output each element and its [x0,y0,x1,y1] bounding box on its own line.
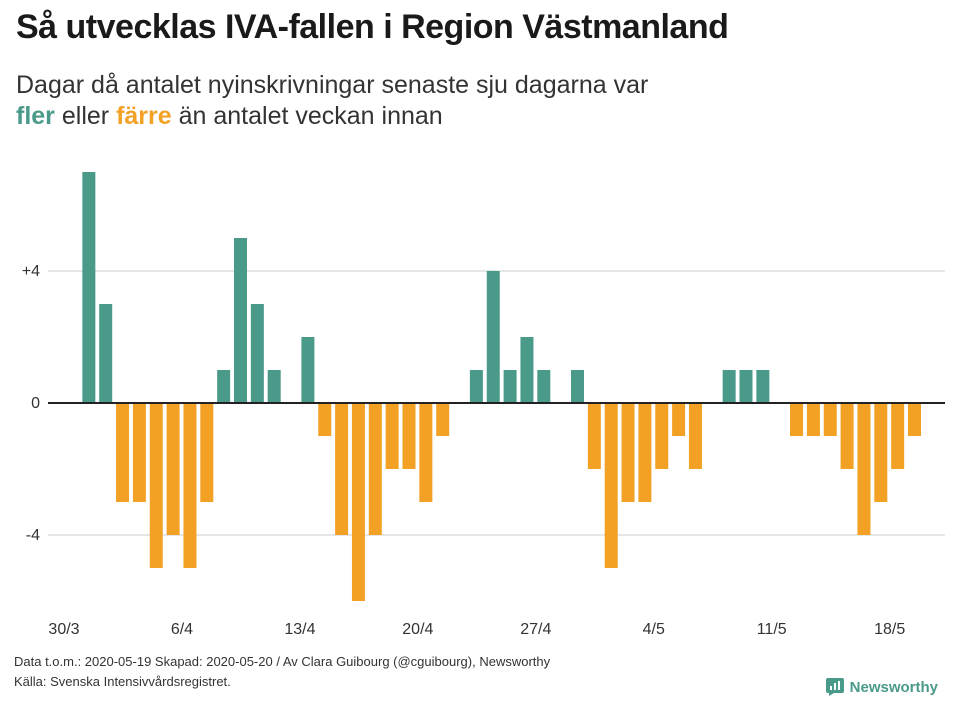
newsworthy-logo-icon [825,678,844,696]
bar [604,403,618,568]
bar [436,403,450,436]
brand-logo[interactable]: Newsworthy [825,678,938,696]
bar [790,403,804,436]
bar [520,337,534,403]
bar [419,403,433,502]
bar [149,403,163,568]
brand-name: Newsworthy [849,678,938,696]
bar [217,370,231,403]
legend-more: fler [16,102,55,130]
bar [891,403,905,469]
legend-fewer: färre [116,102,172,130]
bar [250,304,264,403]
bar [756,370,770,403]
bar [638,403,652,502]
y-tick-label: -4 [26,527,40,544]
x-tick-label: 6/4 [171,621,193,638]
bar [351,403,365,601]
footer: Data t.o.m.: 2020-05-19 Skapad: 2020-05-… [14,652,550,692]
bar [183,403,197,568]
x-tick-label: 18/5 [874,621,905,638]
subtitle-tail: än antalet veckan innan [178,102,443,130]
bar [503,370,517,403]
bar [166,403,180,535]
bar [368,403,382,535]
bar [318,403,332,436]
subtitle-line1: Dagar då antalet nyinskrivningar senaste… [16,71,649,99]
bar [739,370,753,403]
bar [857,403,871,535]
bar [116,403,130,502]
bar [571,370,584,403]
bar [655,403,669,469]
bar [267,370,281,403]
bar [840,403,854,469]
y-tick-label: 0 [31,395,40,412]
bar [722,370,736,403]
bar [672,403,686,436]
x-tick-label: 30/3 [48,621,79,638]
bar [200,403,214,502]
bar-chart: +4 0 -4 30/3 6/4 13/4 20/4 27/4 4/5 11/5 18/5 [22,172,945,638]
bar [385,403,399,469]
bar [621,403,635,502]
bar [823,403,837,436]
x-tick-label: 20/4 [402,621,433,638]
bar [469,370,483,403]
bar [99,304,113,403]
footer-credits: Data t.o.m.: 2020-05-19 Skapad: 2020-05-… [14,654,551,669]
chart-title: Så utvecklas IVA-fallen i Region Västman… [16,8,729,46]
bar [587,403,601,469]
bar [688,403,702,469]
bar [806,403,820,436]
bar [234,238,247,403]
bar [82,172,96,403]
bar [537,370,551,403]
bar [335,403,349,535]
bar [402,403,416,469]
bar [908,403,921,436]
bar [874,403,888,502]
bar [132,403,146,502]
x-tick-label: 11/5 [757,621,787,638]
x-tick-label: 13/4 [284,621,315,638]
chart-subtitle: Dagar då antalet nyinskrivningar senaste… [16,70,916,132]
footer-source: Källa: Svenska Intensivvårdsregistret. [14,674,231,689]
subtitle-or: eller [61,102,110,130]
x-tick-label: 4/5 [643,621,665,638]
bar [301,337,315,403]
x-tick-label: 27/4 [520,621,551,638]
y-tick-label: +4 [22,263,40,280]
bar [486,271,500,403]
